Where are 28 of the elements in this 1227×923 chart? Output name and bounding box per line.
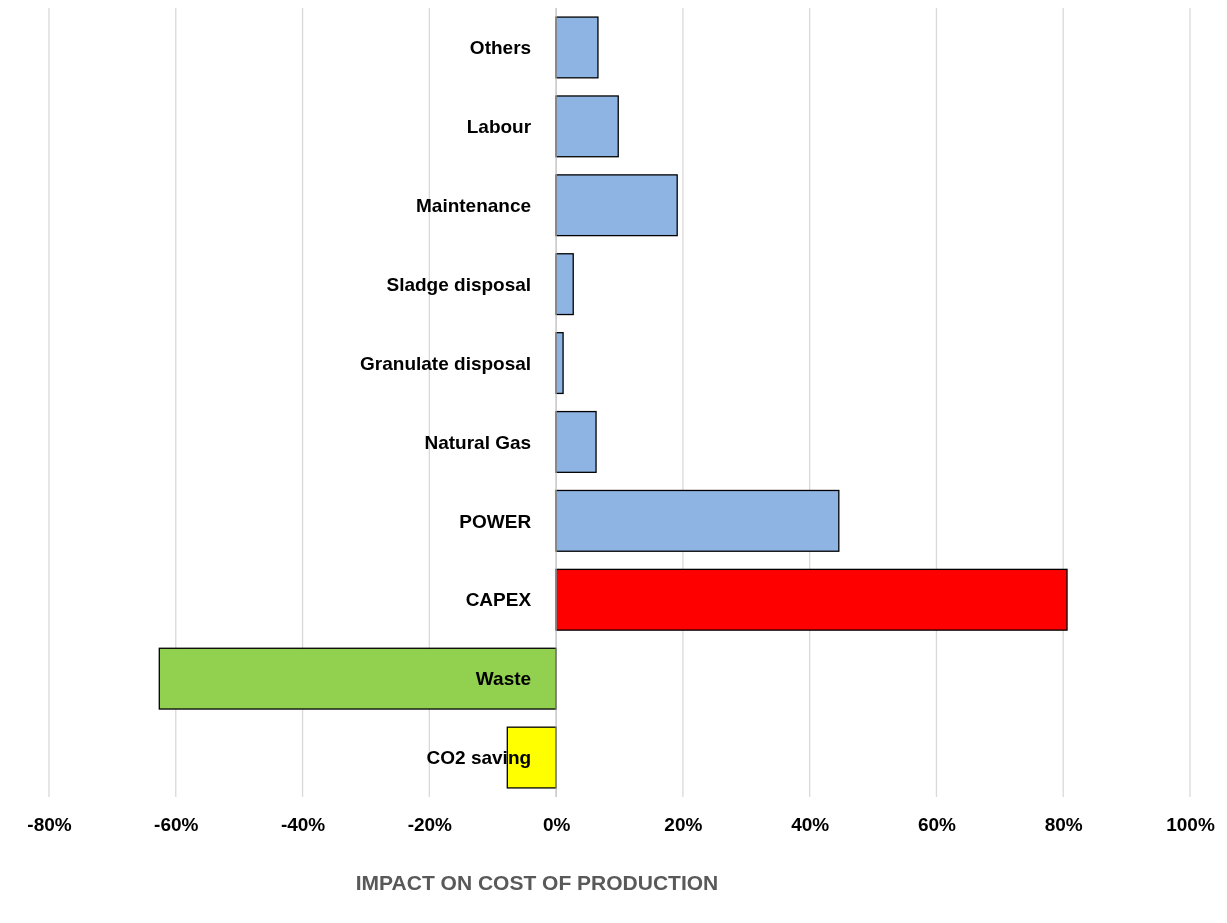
x-tick-label: 80% bbox=[1044, 813, 1083, 835]
y-tick-label: Waste bbox=[475, 668, 532, 690]
x-tick-label: -60% bbox=[154, 813, 199, 835]
y-tick-label: POWER bbox=[459, 510, 532, 532]
y-tick-label: Labour bbox=[466, 116, 532, 137]
x-tick-label: 20% bbox=[664, 813, 703, 835]
y-tick-label: Sladge disposal bbox=[386, 273, 532, 295]
y-tick-label: Granulate disposal bbox=[360, 352, 532, 374]
bar bbox=[555, 16, 599, 79]
y-tick-label: Maintenance bbox=[416, 194, 532, 216]
x-axis-title: IMPACT ON COST OF PRODUCTION bbox=[355, 871, 719, 894]
bar bbox=[555, 489, 840, 552]
x-tick-label: 100% bbox=[1166, 813, 1215, 835]
x-tick-label: -20% bbox=[407, 813, 453, 835]
bar bbox=[555, 253, 574, 316]
bar bbox=[158, 647, 557, 710]
x-tick-label: 60% bbox=[917, 813, 957, 835]
bar bbox=[555, 174, 678, 237]
bar bbox=[555, 410, 597, 473]
x-tick-label: -80% bbox=[27, 813, 72, 835]
y-tick-label: Others bbox=[469, 37, 532, 59]
y-tick-label: Natural Gas bbox=[424, 431, 532, 453]
bar bbox=[555, 95, 619, 158]
bar bbox=[555, 568, 1068, 631]
x-tick-label: 40% bbox=[791, 813, 830, 835]
y-tick-label: CAPEX bbox=[465, 589, 532, 611]
x-tick-label: 0% bbox=[542, 813, 571, 835]
x-tick-label: -40% bbox=[280, 813, 326, 835]
